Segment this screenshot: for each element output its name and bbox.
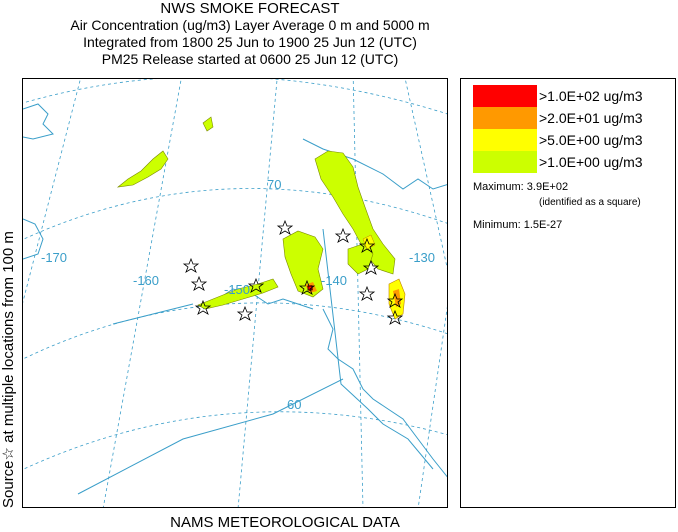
source-star	[276, 219, 294, 235]
legend-item: >2.0E+01 ug/m3	[473, 107, 673, 129]
met-data-footer: NAMS METEOROLOGICAL DATA	[170, 514, 400, 531]
longitude-lines	[23, 79, 447, 507]
lon-line-170	[23, 79, 81, 304]
lon-label-140: -140	[321, 273, 347, 288]
lon-line-130	[404, 79, 447, 269]
lon-line-140	[352, 79, 364, 507]
legend-panel: >1.0E+02 ug/m3 >2.0E+01 ug/m3 >5.0E+00 u…	[460, 78, 676, 508]
source-star	[358, 285, 376, 301]
source-star	[190, 275, 208, 291]
forecast-title: NWS SMOKE FORECAST	[160, 0, 340, 17]
source-markers	[182, 219, 404, 325]
source-side-text: Source☆ at multiple locations from 100 m	[0, 231, 17, 508]
source-star	[334, 227, 352, 243]
coast-southeast	[322, 308, 447, 478]
source-star	[182, 257, 200, 273]
map-canvas: -170 -160 -150 -140 -130 70 60	[23, 79, 447, 507]
border-line	[322, 228, 434, 470]
legend-label: >1.0E+00 ug/m3	[539, 154, 643, 170]
source-star	[236, 305, 254, 321]
graticule-labels: -170 -160 -150 -140 -130 70 60	[41, 177, 435, 412]
legend-label: >1.0E+02 ug/m3	[539, 88, 643, 104]
title-block: NWS SMOKE FORECAST Air Concentration (ug…	[40, 0, 460, 68]
coast-gulf	[77, 378, 344, 495]
source-star	[358, 237, 376, 253]
minimum-value: Minimum: 1.5E-27	[473, 219, 563, 231]
source-star	[247, 277, 265, 293]
maximum-note: (identified as a square)	[539, 197, 641, 208]
lat-line-65	[23, 302, 447, 360]
lon-label-130: -130	[409, 250, 435, 265]
legend-item: >1.0E+00 ug/m3	[473, 151, 673, 173]
lon-label-170: -170	[41, 250, 67, 265]
lon-label-150: -150	[224, 282, 250, 297]
lon-line-125	[417, 306, 447, 507]
coast-chukotka-east	[23, 218, 44, 260]
coastlines	[23, 103, 447, 495]
legend-swatch	[473, 85, 537, 107]
maximum-square	[307, 285, 313, 291]
maximum-value: Maximum: 3.9E+02	[473, 181, 569, 193]
legend-label: >2.0E+01 ug/m3	[539, 110, 643, 126]
coast-chukotka-north	[23, 103, 54, 140]
smoke-plumes	[116, 116, 406, 320]
lat-line-70	[23, 188, 447, 240]
plume-max-core	[307, 285, 313, 291]
map-panel: -170 -160 -150 -140 -130 70 60	[22, 78, 448, 508]
lon-line-150	[237, 79, 278, 507]
source-star	[386, 309, 404, 325]
legend-swatch	[473, 129, 537, 151]
concentration-line: Air Concentration (ug/m3) Layer Average …	[70, 17, 430, 33]
plume-central	[282, 230, 324, 298]
plume-interior	[314, 150, 396, 275]
legend-item: >5.0E+00 ug/m3	[473, 129, 673, 151]
coast-arctic	[302, 138, 447, 190]
integration-line: Integrated from 1800 25 Jun to 1900 25 J…	[83, 34, 417, 50]
legend-label: >5.0E+00 ug/m3	[539, 132, 643, 148]
legend-swatch	[473, 151, 537, 173]
plume-small-1	[202, 116, 214, 132]
lat-line-60	[23, 411, 447, 470]
legend-item: >1.0E+02 ug/m3	[473, 85, 673, 107]
source-star	[194, 299, 212, 315]
plume-north	[116, 150, 169, 188]
source-star	[386, 292, 404, 308]
release-line: PM25 Release started at 0600 25 Jun 12 (…	[101, 51, 399, 67]
source-side-label: Source☆ at multiple locations from 100 m	[0, 96, 20, 508]
lon-label-160: -160	[133, 273, 159, 288]
source-star	[362, 259, 380, 275]
latitude-lines	[23, 79, 447, 470]
lat-label-70: 70	[267, 177, 281, 192]
lon-line-160	[102, 79, 182, 507]
lat-label-60: 60	[287, 397, 301, 412]
plume-south	[197, 278, 279, 310]
legend-swatch	[473, 107, 537, 129]
coast-peninsula	[112, 303, 194, 325]
lat-line-80	[23, 79, 447, 115]
